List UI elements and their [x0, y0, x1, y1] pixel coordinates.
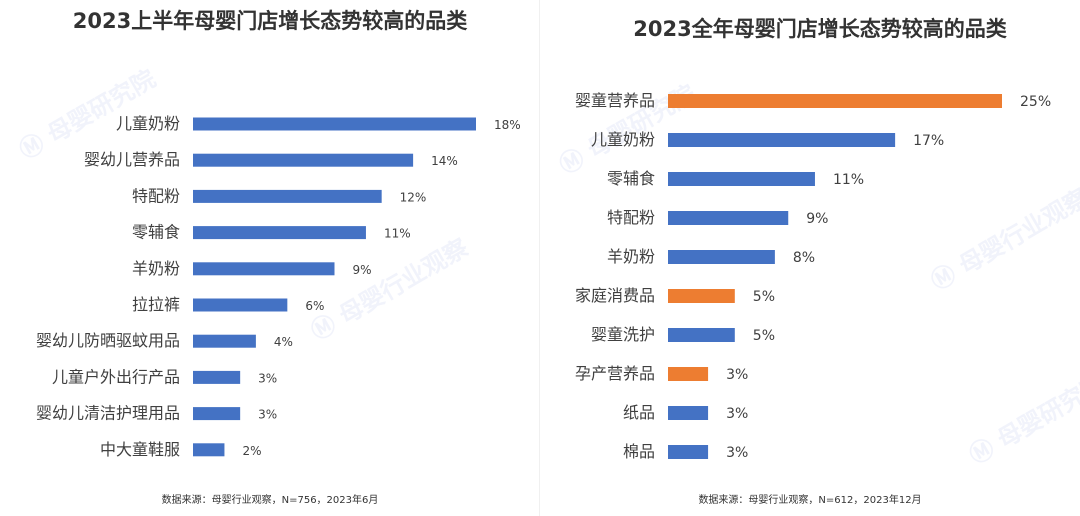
category-label: 儿童奶粉 — [116, 114, 180, 133]
chart-title: 2023上半年母婴门店增长态势较高的品类 — [72, 9, 468, 33]
category-label: 婴童洗护 — [591, 325, 655, 344]
category-label: 拉拉裤 — [132, 295, 180, 314]
bar — [668, 133, 896, 147]
value-label: 14% — [431, 154, 458, 168]
category-label: 特配粉 — [607, 208, 655, 227]
category-label: 零辅食 — [607, 169, 655, 188]
value-label: 18% — [494, 118, 521, 132]
value-label: 5% — [753, 289, 775, 305]
value-label: 11% — [833, 172, 864, 188]
right-chart-panel: Ⓜ 母婴研究院 Ⓜ 母婴行业观察 Ⓜ 母婴研究院 2023全年母婴门店增长态势较… — [540, 0, 1080, 516]
value-label: 25% — [1020, 94, 1051, 110]
chart-title: 2023全年母婴门店增长态势较高的品类 — [633, 17, 1007, 41]
category-label: 婴幼儿防晒驱蚊用品 — [36, 331, 180, 350]
value-label: 9% — [806, 211, 828, 227]
value-label: 3% — [726, 406, 748, 422]
bar — [668, 211, 789, 225]
bar — [668, 250, 775, 264]
bar — [668, 445, 709, 459]
category-label: 特配粉 — [132, 186, 180, 205]
bar-chart-h1-2023: 儿童奶粉 18% 婴幼儿营养品 14% 特配粉 12% 零辅食 11% 羊奶粉 9% 拉拉裤 6% 婴幼… — [36, 114, 521, 459]
bar — [668, 367, 709, 381]
category-label: 零辅食 — [132, 223, 180, 242]
category-label: 羊奶粉 — [607, 247, 655, 266]
value-label: 5% — [753, 328, 775, 344]
bar — [668, 328, 735, 342]
bar — [668, 406, 709, 420]
bar — [668, 172, 815, 186]
value-label: 17% — [913, 133, 944, 149]
data-source-note: 数据来源：母婴行业观察，N=612，2023年12月 — [698, 495, 922, 506]
bar — [668, 94, 1002, 108]
panel-divider — [539, 0, 540, 516]
value-label: 3% — [726, 367, 748, 383]
bar — [193, 189, 382, 203]
value-label: 2% — [242, 444, 261, 458]
category-label: 中大童鞋服 — [100, 440, 180, 459]
value-label: 6% — [305, 299, 324, 313]
bar — [193, 334, 256, 348]
bar — [193, 443, 225, 457]
bar — [193, 226, 366, 240]
bar — [193, 370, 241, 384]
bar — [193, 153, 414, 167]
value-label: 3% — [726, 445, 748, 461]
category-label: 婴幼儿清洁护理用品 — [36, 404, 180, 423]
value-label: 3% — [258, 408, 277, 422]
value-label: 8% — [793, 250, 815, 266]
bar — [193, 262, 335, 276]
value-label: 12% — [400, 190, 427, 204]
bar — [193, 298, 288, 312]
category-label: 家庭消费品 — [575, 286, 655, 305]
category-label: 棉品 — [623, 442, 655, 461]
category-label: 孕产营养品 — [575, 364, 655, 383]
category-label: 纸品 — [623, 403, 655, 422]
value-label: 9% — [353, 263, 372, 277]
bar — [668, 289, 735, 303]
category-label: 儿童户外出行产品 — [52, 367, 180, 386]
category-label: 羊奶粉 — [132, 259, 180, 278]
value-label: 3% — [258, 371, 277, 385]
value-label: 4% — [274, 335, 293, 349]
category-label: 婴童营养品 — [575, 91, 655, 110]
value-label: 11% — [384, 227, 411, 241]
bar — [193, 117, 476, 131]
category-label: 婴幼儿营养品 — [84, 150, 180, 169]
bar-chart-full-2023: 婴童营养品 25% 儿童奶粉 17% 零辅食 11% 特配粉 9% 羊奶粉 8% 家庭消费品 5% 婴童… — [575, 91, 1051, 461]
left-chart-panel: Ⓜ 母婴研究院 Ⓜ 母婴行业观察 2023上半年母婴门店增长态势较高的品类 儿童… — [14, 9, 521, 506]
category-label: 儿童奶粉 — [591, 130, 655, 149]
bar — [193, 407, 241, 421]
data-source-note: 数据来源：母婴行业观察，N=756，2023年6月 — [161, 495, 379, 506]
